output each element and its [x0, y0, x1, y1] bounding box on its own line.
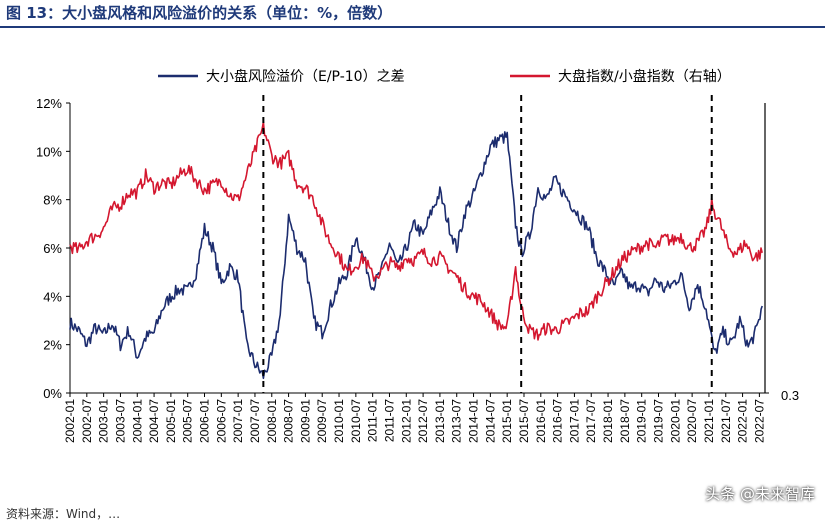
- x-tick-label: 2022-01: [736, 399, 750, 443]
- watermark: 头条 @未来智库: [705, 485, 815, 503]
- x-tick-label: 2010-01: [332, 399, 346, 443]
- figure-title: 图 13：大小盘风格和风险溢价的关系（单位：%，倍数）: [6, 4, 393, 22]
- x-tick-label: 2019-07: [651, 399, 665, 443]
- x-tick-label: 2012-07: [416, 399, 430, 443]
- y-tick-label: 10%: [36, 144, 62, 159]
- x-tick-label: 2016-01: [534, 399, 548, 443]
- legend-label-spread: 大小盘风险溢价（E/P-10）之差: [206, 68, 405, 85]
- x-tick-label: 2022-07: [752, 399, 766, 443]
- x-tick-label: 2021-07: [719, 399, 733, 443]
- legend: 大小盘风险溢价（E/P-10）之差 大盘指数/小盘指数（右轴）: [158, 68, 731, 85]
- x-tick-label: 2002-01: [63, 399, 77, 443]
- x-tick-label: 2016-07: [551, 399, 565, 443]
- x-tick-label: 2008-07: [282, 399, 296, 443]
- right-y-tick-label: 0.3: [781, 388, 799, 403]
- x-tick-label: 2004-07: [147, 399, 161, 443]
- axes-layer: 0% 2% 4% 6% 8% 10% 12% 0.3 2002-01 2002-07 2003-01…: [36, 96, 799, 443]
- x-tick-label: 2009-07: [315, 399, 329, 443]
- x-tick-label: 2006-01: [198, 399, 212, 443]
- x-tick-label: 2020-01: [668, 399, 682, 443]
- x-tick-label: 2005-07: [181, 399, 195, 443]
- y-tick-label: 2%: [43, 338, 62, 353]
- x-tick-label: 2021-01: [702, 399, 716, 443]
- x-tick-label: 2013-07: [450, 399, 464, 443]
- x-tick-label: 2007-07: [248, 399, 262, 443]
- y-tick-label: 0%: [43, 386, 62, 401]
- x-tick-label: 2002-07: [80, 399, 94, 443]
- x-tick-label: 2012-01: [399, 399, 413, 443]
- x-tick-label: 2020-07: [685, 399, 699, 443]
- x-tick-label: 2015-07: [517, 399, 531, 443]
- x-tick-label: 2015-01: [500, 399, 514, 443]
- series-line-ratio: [69, 121, 763, 341]
- x-tick-label: 2017-07: [584, 399, 598, 443]
- legend-label-ratio: 大盘指数/小盘指数（右轴）: [558, 68, 731, 85]
- vline-layer: [262, 95, 713, 393]
- x-tick-label: 2017-01: [567, 399, 581, 443]
- x-tick-label: 2007-01: [231, 399, 245, 443]
- x-tick-label: 2018-01: [601, 399, 615, 443]
- x-tick-label: 2006-07: [214, 399, 228, 443]
- x-tick-label: 2013-01: [433, 399, 447, 443]
- source-footnote: 资料来源：Wind，…: [6, 507, 121, 521]
- x-tick-label: 2014-01: [467, 399, 481, 443]
- x-tick-label: 2019-01: [635, 399, 649, 443]
- x-tick-label: 2004-01: [130, 399, 144, 443]
- x-tick-label: 2011-01: [366, 399, 380, 442]
- x-tick-label: 2003-07: [113, 399, 127, 443]
- y-tick-label: 8%: [43, 193, 62, 208]
- x-tick-label: 2018-07: [618, 399, 632, 443]
- x-tick-label: 2008-01: [265, 399, 279, 443]
- x-tick-label: 2014-07: [483, 399, 497, 443]
- y-tick-label: 12%: [36, 96, 62, 111]
- title-rule: [0, 26, 825, 28]
- y-tick-label: 6%: [43, 241, 62, 256]
- y-tick-label: 4%: [43, 289, 62, 304]
- x-tick-label: 2009-01: [298, 399, 312, 443]
- series-line-spread: [69, 131, 763, 380]
- x-tick-label: 2011-07: [382, 399, 396, 442]
- series-layer: [69, 121, 763, 380]
- x-tick-label: 2003-01: [97, 399, 111, 443]
- x-tick-label: 2010-07: [349, 399, 363, 443]
- x-tick-label: 2005-01: [164, 399, 178, 443]
